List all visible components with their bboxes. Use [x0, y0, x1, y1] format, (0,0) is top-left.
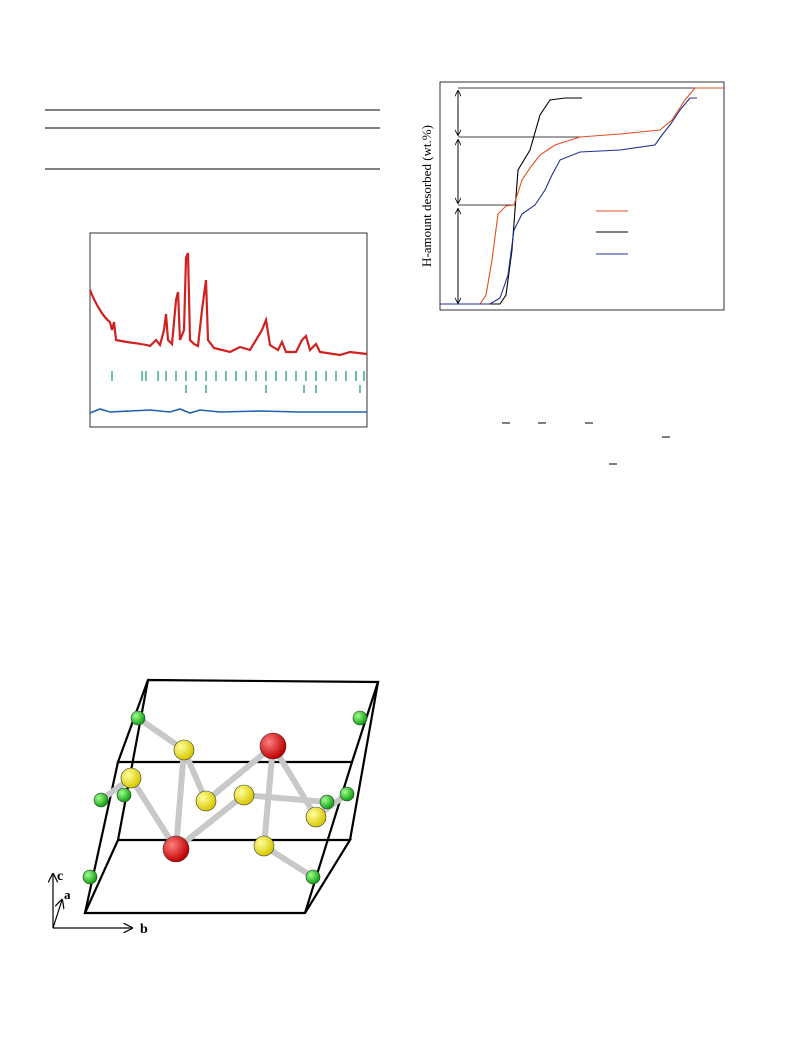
axis-a: a	[64, 887, 71, 902]
xrd-figure	[88, 232, 368, 428]
desorption-figure: H-amount desorbed (wt.%)	[419, 81, 725, 311]
overbars	[502, 422, 670, 465]
table-rules	[45, 109, 380, 170]
crystal-structure: c a b	[53, 678, 380, 937]
y-axis-label: H-amount desorbed (wt.%)	[419, 125, 434, 267]
axis-b: b	[140, 922, 148, 937]
axis-c: c	[57, 869, 63, 884]
